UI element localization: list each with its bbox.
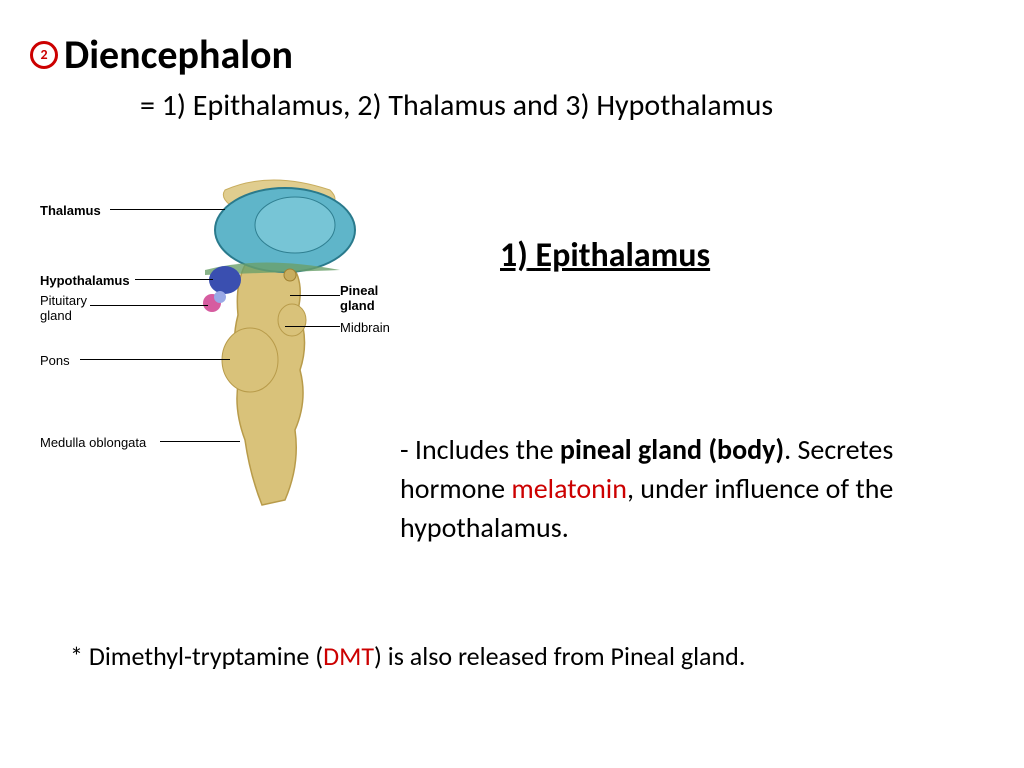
body-bold-1: pineal gland (body) bbox=[560, 432, 784, 467]
footnote-red: DMT bbox=[323, 640, 374, 672]
brain-illustration bbox=[190, 175, 390, 515]
body-paragraph: - Includes the pineal gland (body). Secr… bbox=[400, 430, 980, 548]
diagram-label: Pituitarygland bbox=[40, 293, 87, 323]
section-title: Epithalamus bbox=[536, 235, 711, 276]
bullet-marker: 2 bbox=[30, 41, 58, 69]
footnote-tail: ) is also released from Pineal gland. bbox=[374, 640, 745, 672]
leader-line bbox=[160, 441, 240, 442]
diagram-label: Midbrain bbox=[340, 320, 390, 335]
leader-line bbox=[135, 279, 213, 280]
diagram-label: Medulla oblongata bbox=[40, 435, 146, 450]
diagram-label: Thalamus bbox=[40, 203, 101, 218]
body-lead: - Includes the bbox=[400, 432, 560, 467]
section-heading: 1) Epithalamus bbox=[500, 235, 710, 276]
section-number: 1) bbox=[500, 235, 528, 276]
diagram-label: Pinealgland bbox=[340, 283, 378, 313]
slide-subtitle: = 1) Epithalamus, 2) Thalamus and 3) Hyp… bbox=[140, 87, 994, 124]
leader-line bbox=[290, 295, 340, 296]
leader-line bbox=[110, 209, 225, 210]
diagram-label: Hypothalamus bbox=[40, 273, 130, 288]
body-red-1: melatonin bbox=[511, 471, 627, 506]
slide-title: Diencephalon bbox=[64, 30, 293, 79]
leader-line bbox=[285, 326, 340, 327]
title-row: 2 Diencephalon bbox=[30, 30, 994, 79]
diagram-label: Pons bbox=[40, 353, 70, 368]
footnote: * Dimethyl-tryptamine (DMT) is also rele… bbox=[70, 640, 745, 672]
footnote-lead: * Dimethyl-tryptamine ( bbox=[70, 640, 323, 672]
leader-line bbox=[80, 359, 230, 360]
leader-line bbox=[90, 305, 208, 306]
brain-diagram: Thalamus Hypothalamus Pituitarygland Pons Me… bbox=[40, 175, 420, 535]
